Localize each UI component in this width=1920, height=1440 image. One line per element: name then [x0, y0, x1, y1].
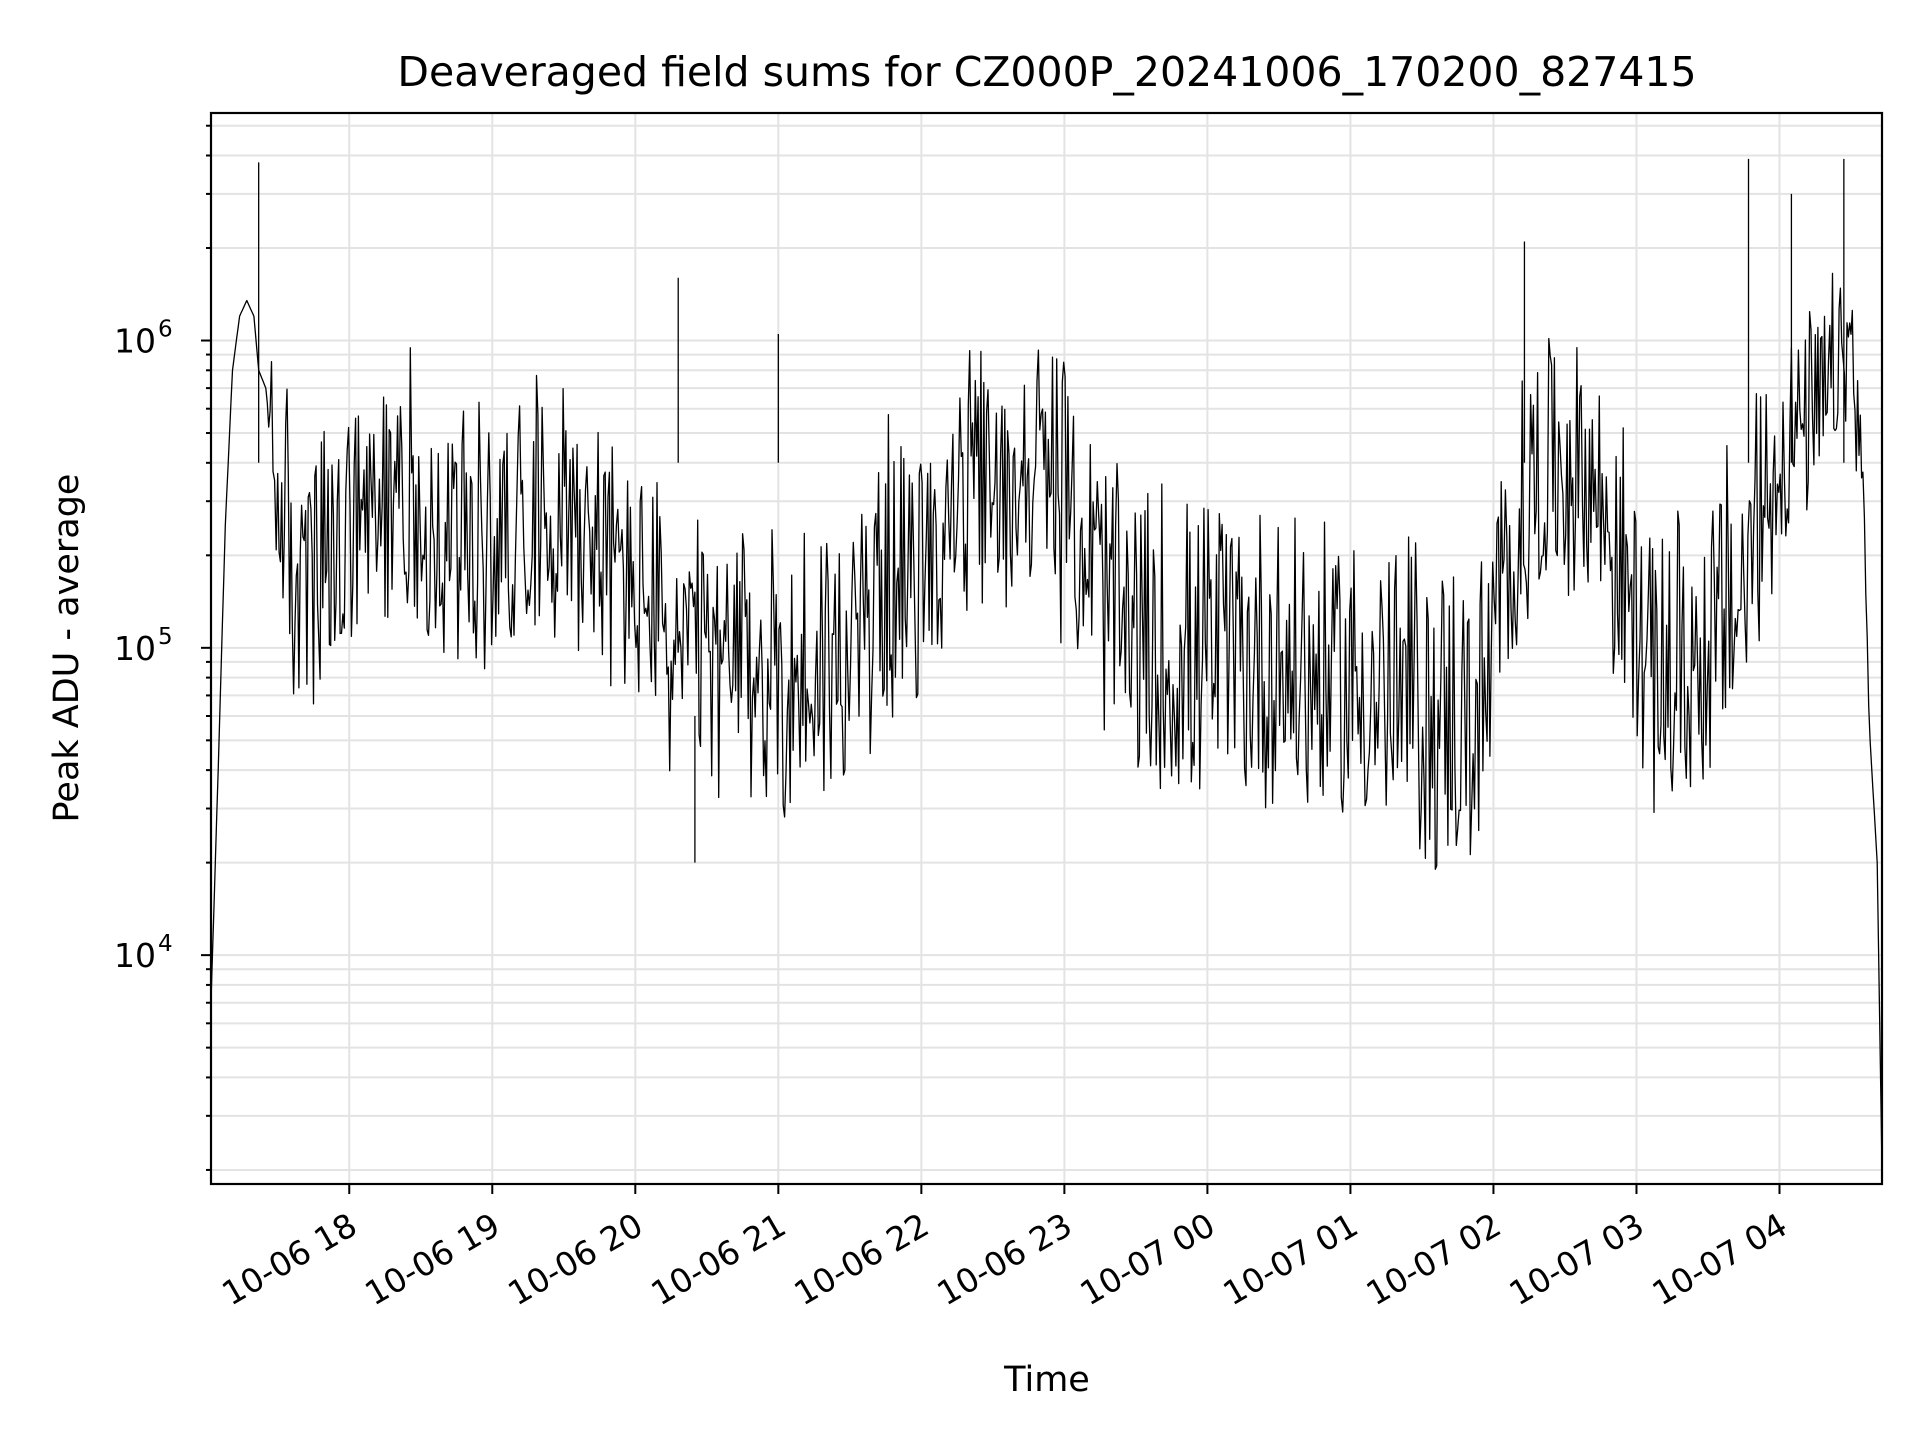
y-tick-exponent: 5 [158, 624, 173, 650]
plot-area [210, 158, 1883, 1170]
y-tick-label: 10 [114, 322, 156, 361]
y-tick-exponent: 4 [158, 931, 173, 957]
y-tick-label: 10 [114, 936, 156, 975]
chart-title: Deaveraged field sums for CZ000P_2024100… [397, 48, 1696, 96]
y-tick-label: 10 [114, 629, 156, 668]
y-axis-label: Peak ADU - average [47, 474, 87, 823]
x-axis-label: Time [1003, 1360, 1090, 1400]
series-line [210, 272, 1883, 1170]
ticks [201, 124, 1781, 1194]
y-tick-exponent: 6 [158, 317, 173, 343]
